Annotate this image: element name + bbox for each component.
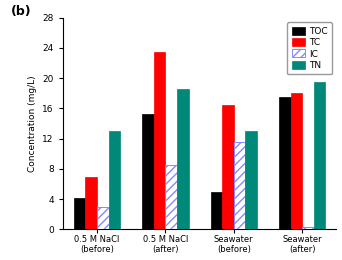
Bar [97, 207, 109, 230]
Bar [109, 131, 120, 230]
Bar [166, 165, 177, 230]
Bar [291, 93, 302, 230]
Bar [234, 142, 246, 230]
Bar [279, 97, 291, 230]
Y-axis label: Concentration (mg/L): Concentration (mg/L) [28, 75, 37, 172]
Bar [74, 198, 86, 230]
Text: (b): (b) [11, 5, 31, 18]
Bar [314, 82, 326, 230]
Bar [211, 192, 222, 230]
Legend: TOC, TC, IC, TN: TOC, TC, IC, TN [287, 22, 332, 74]
Bar [302, 227, 314, 230]
Bar [142, 114, 154, 230]
Bar [177, 89, 189, 230]
Bar [154, 52, 166, 230]
Bar [86, 177, 97, 230]
Bar [222, 105, 234, 230]
Bar [246, 131, 257, 230]
